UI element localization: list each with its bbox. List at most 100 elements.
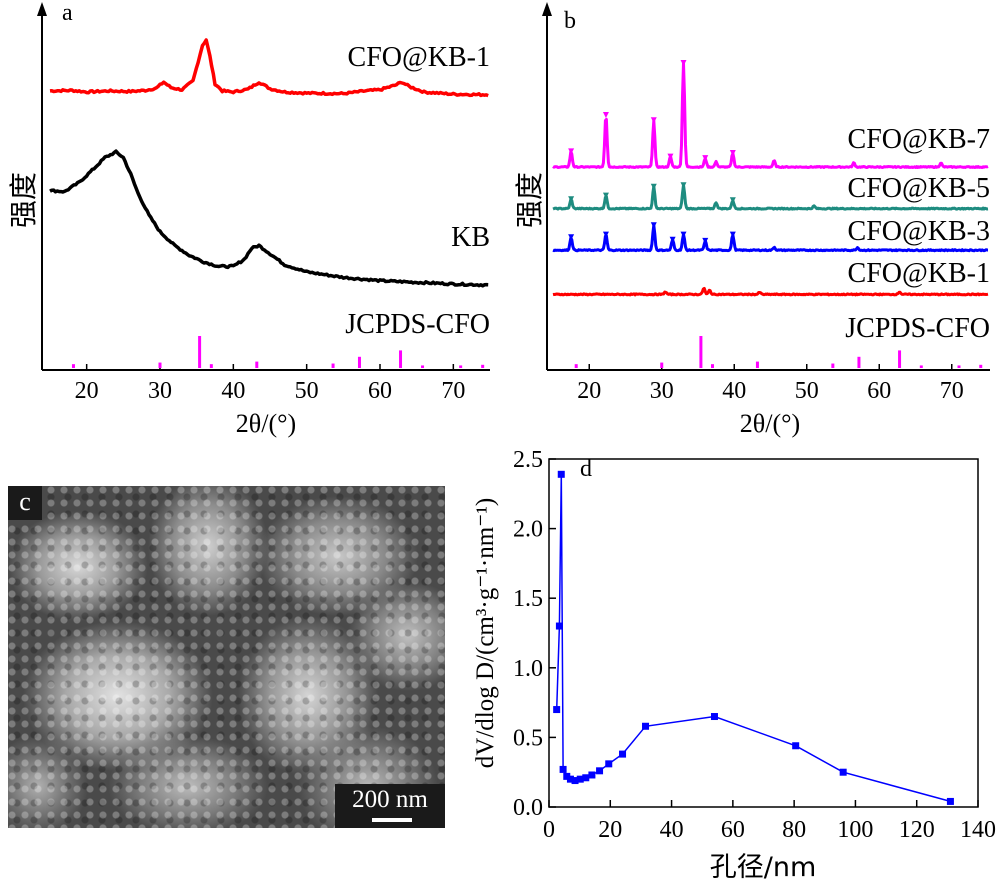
panel-b-series-cfo-kb-7-peak-marker-3 xyxy=(667,153,674,160)
panel-d-x-tick-label-20: 20 xyxy=(598,817,622,843)
scale-bar-box: 200 nm xyxy=(335,784,445,828)
panel-b-label-cfo-kb-5: CFO@KB-5 xyxy=(848,173,990,204)
panel-b-x-tick-label-30: 30 xyxy=(650,378,674,404)
panel-b-series-cfo-kb-3-peak-marker-0 xyxy=(568,234,575,241)
panel-a-letter: a xyxy=(62,0,73,26)
panel-a-x-tick-label-50: 50 xyxy=(295,378,319,404)
panel-d-x-tick-label-40: 40 xyxy=(660,817,684,843)
panel-b-series-cfo-kb-3-peak-marker-6 xyxy=(729,231,736,238)
panel-b-series-cfo-kb-7-peak-marker-2 xyxy=(650,117,657,124)
panel-d-series-line xyxy=(555,474,951,803)
panel-a-x-label: 2θ/(°) xyxy=(236,409,296,438)
panel-d-x-tick-label-80: 80 xyxy=(782,817,806,843)
panel-b-series-cfo-kb-7 xyxy=(552,61,989,169)
panel-c-letter: c xyxy=(8,486,42,520)
panel-a-label-cfo-kb-1: CFO@KB-1 xyxy=(348,42,490,73)
sem-image xyxy=(8,486,445,828)
panel-b-series-cfo-kb-5-peak-marker-1 xyxy=(602,192,609,199)
panel-a-x-tick-label-60: 60 xyxy=(368,378,392,404)
panel-d-data-point-7 xyxy=(576,775,584,783)
panel-d-data-point-6 xyxy=(571,777,579,785)
panel-a-ticks: 20 30 40 50 60 70 xyxy=(75,364,465,404)
panel-d-data-point-11 xyxy=(605,760,613,768)
panel-b-series-cfo-kb-3-peak-marker-2 xyxy=(650,222,657,229)
panel-b-x-label: 2θ/(°) xyxy=(740,409,800,438)
panel-b-series-cfo-kb-3-peak-marker-3 xyxy=(669,236,676,243)
panel-d-x-tick-label-140: 140 xyxy=(960,817,996,843)
panel-b-x-tick-label-60: 60 xyxy=(867,378,891,404)
panel-b-x-tick-label-70: 70 xyxy=(940,378,964,404)
panel-a-label-jcpds: JCPDS-CFO xyxy=(345,309,490,340)
panel-b-series-cfo-kb-1 xyxy=(552,286,989,297)
panel-d-x-tick-label-60: 60 xyxy=(721,817,745,843)
panel-c-sem-micrograph: c 200 nm xyxy=(8,486,445,828)
panel-d-ticks: 0 20 40 60 80 100 120 140 0.0 0.5 1.0 1.5 2.0 2.5 xyxy=(513,447,996,843)
panel-d-data-point-10 xyxy=(596,767,604,775)
panel-a-x-tick-label-20: 20 xyxy=(75,378,99,404)
panel-d-series xyxy=(553,470,954,805)
panel-b-y-label: 强度 xyxy=(513,172,546,228)
panel-b-series-cfo-kb-3-peak-marker-5 xyxy=(702,237,709,244)
panel-b-x-tick-label-20: 20 xyxy=(577,378,601,404)
panel-a-label-kb: KB xyxy=(451,222,490,253)
panel-b-ticks: 20 30 40 50 60 70 xyxy=(577,364,964,404)
panel-a-y-label: 强度 xyxy=(7,172,40,228)
panel-d-y-label: dV/dlog D/(cm³·g⁻¹·nm⁻¹) xyxy=(472,498,499,768)
panel-d-data-point-3 xyxy=(559,765,567,773)
panel-a-series-cfo-kb-1 xyxy=(49,38,489,98)
panel-d-y-tick-label-4: 2.0 xyxy=(513,517,543,543)
panel-b-label-cfo-kb-7: CFO@KB-7 xyxy=(848,124,990,155)
panel-a-series-kb xyxy=(49,149,489,288)
sem-texture xyxy=(8,486,445,828)
panel-d-data-point-13 xyxy=(642,722,650,730)
panel-b-series-cfo-kb-3-peak-marker-4 xyxy=(680,231,687,238)
panel-b-series-cfo-kb-3 xyxy=(552,223,989,253)
panel-b-series-cfo-kb-5-peak-marker-2 xyxy=(650,183,657,190)
panel-d: 0 20 40 60 80 100 120 140 0.0 0.5 1.0 1.5 2.0 2.5 d d… xyxy=(472,447,996,843)
panel-d-data-point-14 xyxy=(710,713,718,721)
panel-b-label-cfo-kb-1: CFO@KB-1 xyxy=(848,258,990,289)
panel-b-series-cfo-kb-7-peak-marker-0 xyxy=(568,148,575,155)
panel-d-x-tick-label-100: 100 xyxy=(837,817,873,843)
panel-d-y-tick-label-3: 1.5 xyxy=(513,586,543,612)
panel-b-label-cfo-kb-3: CFO@KB-3 xyxy=(848,216,990,247)
panel-b-series xyxy=(552,60,989,297)
panel-d-data-point-2 xyxy=(557,470,565,478)
panel-d-data-point-15 xyxy=(792,742,800,750)
panel-b-letter: b xyxy=(564,8,576,34)
scale-bar-label: 200 nm xyxy=(352,786,428,813)
panel-b-series-cfo-kb-7-peak-marker-5 xyxy=(702,155,709,162)
panel-b-series-cfo-kb-7-peak-marker-7 xyxy=(729,149,736,156)
panel-b: 20 30 40 50 60 70 b CFO@KB-7 CFO@KB-5 CFO@KB-… xyxy=(513,2,990,404)
panel-d-y-tick-label-5: 2.5 xyxy=(513,447,543,473)
panel-d-data-point-5 xyxy=(566,775,574,783)
panel-b-x-tick-label-50: 50 xyxy=(795,378,819,404)
panel-d-letter: d xyxy=(580,456,592,482)
panel-b-series-cfo-kb-5-peak-marker-3 xyxy=(680,182,687,189)
panel-d-data-point-8 xyxy=(582,774,590,782)
panel-b-series-cfo-kb-5 xyxy=(552,183,989,211)
panel-b-x-tick-label-40: 40 xyxy=(722,378,746,404)
panel-d-data-point-12 xyxy=(619,750,627,758)
panel-d-data-point-0 xyxy=(553,706,561,714)
panel-d-y-tick-label-0: 0.0 xyxy=(513,795,543,821)
panel-d-x-tick-label-120: 120 xyxy=(899,817,935,843)
panel-a-reference-lines xyxy=(71,336,485,368)
panel-b-series-cfo-kb-5-peak-marker-5 xyxy=(729,197,736,204)
scale-bar xyxy=(372,818,412,822)
panel-d-x-tick-label-0: 0 xyxy=(543,817,555,843)
panel-a: 20 30 40 50 60 70 a CFO@KB-1 KB JCPDS-CFO 强度 xyxy=(7,0,490,404)
panel-a-series xyxy=(49,38,489,288)
panel-b-label-jcpds: JCPDS-CFO xyxy=(845,313,990,344)
panel-d-data-point-17 xyxy=(946,797,954,805)
panel-a-x-tick-label-40: 40 xyxy=(221,378,245,404)
panel-a-x-tick-label-30: 30 xyxy=(148,378,172,404)
panel-b-series-cfo-kb-7-peak-marker-1 xyxy=(602,112,609,118)
panel-d-x-label: 孔径/nm xyxy=(710,852,817,883)
panel-d-data-point-4 xyxy=(563,772,571,780)
panel-a-x-tick-label-70: 70 xyxy=(441,378,465,404)
panel-b-series-cfo-kb-7-peak-marker-4 xyxy=(680,60,687,66)
panel-b-series-cfo-kb-3-peak-marker-1 xyxy=(602,231,609,238)
panel-d-y-tick-label-1: 0.5 xyxy=(513,725,543,751)
